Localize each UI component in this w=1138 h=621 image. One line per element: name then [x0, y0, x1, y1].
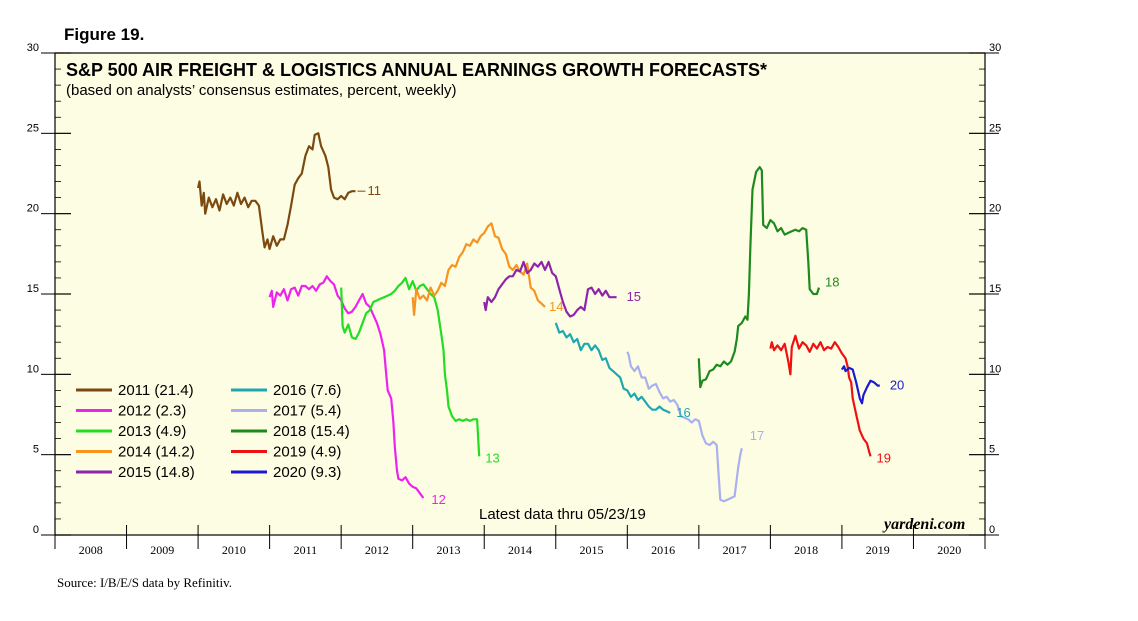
x-tick-label: 2018	[794, 543, 818, 557]
end-label-2013: 13	[485, 450, 499, 465]
series-line-2012	[268, 275, 425, 499]
end-label-2014: 14	[549, 299, 563, 314]
legend: 2011 (21.4) 2012 (2.3) 2013 (4.9) 2014 (14.…	[76, 382, 350, 481]
y-tick-label: 15	[989, 283, 1001, 295]
x-tick-label: 2017	[723, 543, 747, 557]
y-tick-label: 25	[27, 122, 39, 134]
x-tick-label: 2020	[937, 543, 961, 557]
figure-label: Figure 19.	[64, 25, 144, 44]
x-tick-label: 2011	[294, 543, 318, 557]
x-tick-label: 2019	[866, 543, 890, 557]
legend-label-2013: 2013 (4.9)	[118, 423, 186, 440]
end-label-2018: 18	[825, 275, 839, 290]
y-tick-label: 0	[989, 524, 995, 536]
series-line-2014	[411, 222, 546, 316]
x-tick-label: 2012	[365, 543, 389, 557]
watermark: yardeni.com	[882, 516, 965, 533]
series-lines	[197, 132, 880, 503]
legend-label-2017: 2017 (5.4)	[273, 403, 341, 420]
x-tick-label: 2010	[222, 543, 246, 557]
x-tick-label: 2014	[508, 543, 532, 557]
series-line-2011	[197, 132, 356, 251]
plot-area	[54, 52, 986, 536]
series-line-2020	[840, 365, 880, 405]
end-label-2019: 19	[877, 450, 891, 465]
legend-label-2011: 2011 (21.4)	[118, 382, 194, 399]
latest-data-note: Latest data thru 05/23/19	[479, 506, 646, 523]
y-tick-label: 15	[27, 283, 39, 295]
y-tick-label: 5	[33, 444, 39, 456]
x-tick-label: 2008	[79, 543, 103, 557]
y-tick-label: 5	[989, 444, 995, 456]
legend-label-2019: 2019 (4.9)	[273, 444, 341, 461]
x-tick-label: 2016	[651, 543, 675, 557]
end-label-2011: 11	[367, 183, 381, 198]
series-line-2015	[483, 260, 617, 318]
end-label-2017: 17	[750, 428, 764, 443]
chart-title: S&P 500 AIR FREIGHT & LOGISTICS ANNUAL E…	[66, 60, 767, 80]
y-tick-label: 30	[989, 42, 1001, 54]
x-tick-label: 2013	[436, 543, 460, 557]
legend-label-2016: 2016 (7.6)	[273, 382, 341, 399]
source-note: Source: I/B/E/S data by Refinitiv.	[57, 575, 232, 590]
y-tick-label: 0	[33, 524, 39, 536]
end-label-2012: 12	[431, 492, 445, 507]
legend-label-2014: 2014 (14.2)	[118, 444, 195, 461]
y-tick-label: 10	[989, 363, 1001, 375]
y-tick-label: 20	[989, 203, 1001, 215]
y-tick-label: 25	[989, 122, 1001, 134]
chart-subtitle: (based on analysts’ consensus estimates,…	[66, 82, 456, 99]
end-label-2015: 15	[627, 289, 641, 304]
y-tick-label: 30	[27, 42, 39, 54]
series-line-2018	[697, 166, 821, 389]
series-line-2019	[769, 334, 872, 457]
x-tick-label: 2015	[580, 543, 604, 557]
series-line-2017	[626, 351, 743, 503]
y-tick-label: 10	[27, 363, 39, 375]
legend-label-2015: 2015 (14.8)	[118, 464, 195, 481]
series-line-2013	[340, 276, 481, 457]
series-line-2016	[554, 322, 671, 414]
legend-label-2012: 2012 (2.3)	[118, 403, 186, 420]
legend-label-2020: 2020 (9.3)	[273, 464, 341, 481]
legend-label-2018: 2018 (15.4)	[273, 423, 350, 440]
end-label-2020: 20	[890, 378, 904, 393]
y-tick-label: 20	[27, 203, 39, 215]
end-label-2016: 16	[676, 405, 690, 420]
x-tick-label: 2009	[150, 543, 174, 557]
